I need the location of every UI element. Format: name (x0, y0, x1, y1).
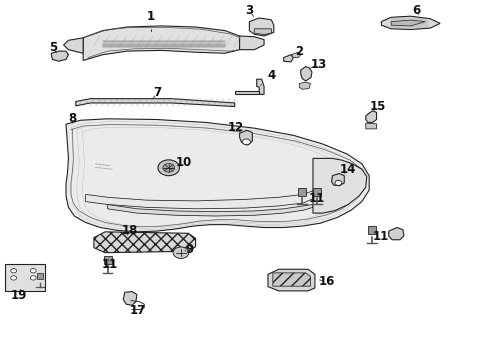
Text: 1: 1 (146, 10, 154, 32)
Circle shape (163, 163, 174, 172)
Text: 19: 19 (10, 289, 27, 302)
Polygon shape (239, 130, 252, 145)
Text: 10: 10 (172, 156, 191, 169)
Polygon shape (388, 228, 403, 240)
Polygon shape (94, 232, 195, 253)
Polygon shape (239, 36, 264, 50)
Circle shape (11, 269, 17, 273)
Text: 14: 14 (339, 163, 356, 176)
Polygon shape (299, 82, 310, 89)
Polygon shape (249, 18, 273, 36)
Circle shape (11, 276, 17, 280)
Polygon shape (331, 174, 344, 186)
Polygon shape (312, 158, 366, 213)
Text: 2: 2 (292, 45, 303, 58)
Text: 18: 18 (121, 224, 138, 237)
Text: 16: 16 (318, 275, 334, 288)
Text: 15: 15 (368, 100, 385, 113)
Polygon shape (390, 20, 425, 26)
Text: 5: 5 (49, 41, 57, 54)
Polygon shape (272, 273, 310, 286)
Polygon shape (234, 91, 259, 94)
Text: 17: 17 (129, 304, 146, 317)
Polygon shape (256, 79, 264, 94)
Polygon shape (381, 16, 439, 30)
Text: 9: 9 (184, 243, 193, 256)
Circle shape (173, 247, 188, 258)
FancyBboxPatch shape (5, 264, 45, 291)
Polygon shape (365, 123, 376, 129)
Text: 11: 11 (371, 230, 388, 243)
Text: 4: 4 (260, 69, 275, 85)
Polygon shape (267, 269, 314, 291)
Polygon shape (63, 38, 83, 53)
Text: 8: 8 (68, 112, 76, 125)
Text: 7: 7 (153, 86, 161, 99)
Polygon shape (107, 204, 312, 216)
Polygon shape (83, 26, 239, 60)
Polygon shape (123, 292, 137, 305)
Polygon shape (283, 55, 293, 62)
Text: 6: 6 (412, 4, 420, 17)
Text: 3: 3 (245, 4, 253, 17)
Text: 13: 13 (310, 58, 326, 71)
Circle shape (158, 160, 179, 176)
Polygon shape (76, 99, 234, 107)
Text: 11: 11 (308, 192, 325, 204)
Polygon shape (254, 29, 271, 35)
Polygon shape (51, 51, 68, 61)
Text: 11: 11 (101, 258, 118, 271)
Text: 12: 12 (227, 121, 244, 134)
Polygon shape (290, 52, 300, 58)
Circle shape (242, 139, 250, 145)
Circle shape (30, 276, 36, 280)
Polygon shape (66, 119, 368, 232)
Polygon shape (85, 191, 312, 209)
Polygon shape (300, 67, 311, 81)
Circle shape (334, 180, 341, 185)
Circle shape (30, 269, 36, 273)
Polygon shape (365, 111, 376, 122)
